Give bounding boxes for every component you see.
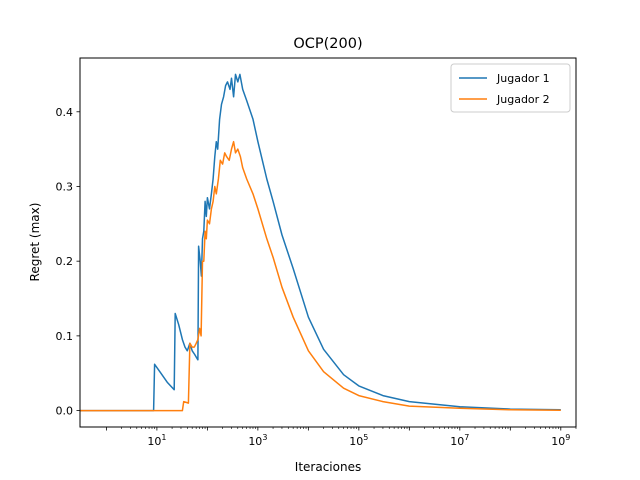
x-tick-label: 109 <box>551 433 570 448</box>
x-tick-label: 107 <box>450 433 469 448</box>
chart-title: OCP(200) <box>293 36 362 52</box>
y-tick-label: 0.2 <box>56 255 74 268</box>
legend: Jugador 1 Jugador 2 <box>450 63 571 113</box>
y-tick-label: 0.0 <box>56 405 74 418</box>
series-line-2 <box>80 140 561 412</box>
x-tick-label: 105 <box>349 433 368 448</box>
y-tick-label: 0.4 <box>56 106 74 119</box>
y-tick-label: 0.1 <box>56 330 74 343</box>
legend-label-2: Jugador 2 <box>496 93 550 106</box>
legend-box <box>450 63 571 113</box>
legend-label-1: Jugador 1 <box>496 72 550 85</box>
x-tick-label: 101 <box>147 433 166 448</box>
y-axis: 0.0 0.1 0.2 0.3 0.4 <box>56 106 80 418</box>
plot-area <box>80 73 561 412</box>
x-tick-label: 103 <box>248 433 267 448</box>
axes-frame <box>79 57 577 428</box>
y-axis-label: Regret (max) <box>28 203 42 282</box>
series-line-1 <box>80 73 561 412</box>
x-axis: 101 103 105 107 109 <box>105 427 577 448</box>
x-axis-label: Iteraciones <box>295 460 361 474</box>
y-tick-label: 0.3 <box>56 180 74 193</box>
